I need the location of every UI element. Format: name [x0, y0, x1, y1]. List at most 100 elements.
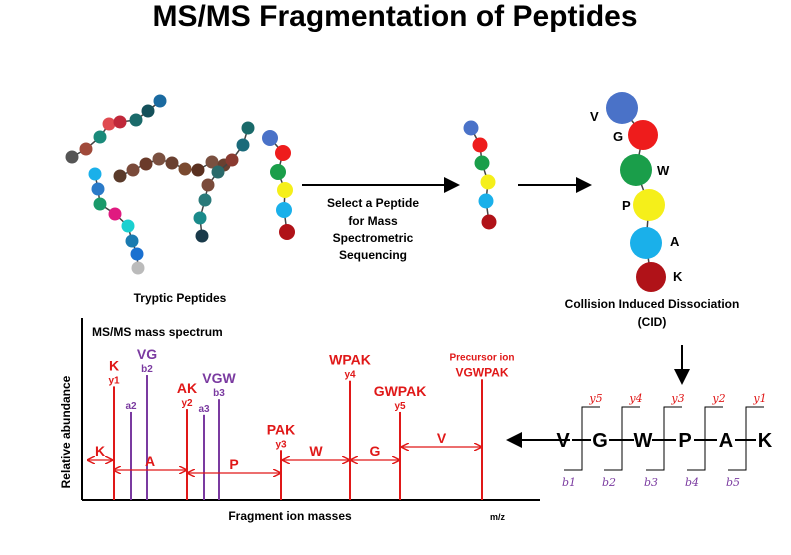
gap-label: K — [95, 443, 105, 459]
ladder-residue: A — [719, 430, 733, 452]
mass-gap-arrows: K A P W G V — [88, 430, 481, 473]
cid-residue-label: P — [622, 198, 631, 213]
cid-residue-label: K — [673, 269, 683, 284]
selected-peptide — [463, 120, 497, 230]
chain-bead — [198, 193, 212, 207]
tryptic-bead-P — [277, 182, 293, 198]
ladder-residue: G — [592, 430, 608, 452]
cid-label-2: (CID) — [638, 315, 667, 329]
ladder-y-ion: y2 — [711, 392, 725, 405]
ladder-b-ion: b4 — [685, 476, 699, 489]
cid-residue-label: V — [590, 109, 599, 124]
chain-bead — [193, 211, 207, 225]
chain-bead — [130, 247, 144, 261]
cid-bead-P — [633, 189, 665, 221]
peak-sequence-label: GWPAK — [374, 383, 427, 399]
cleavage-bracket — [564, 406, 600, 471]
cleavage-bracket — [687, 406, 723, 471]
cid-bead-G — [628, 120, 658, 150]
ladder-y-ion: y3 — [670, 392, 684, 405]
selected-bead-W — [474, 155, 490, 171]
chain-bead — [225, 153, 239, 167]
cid-label-1: Collision Induced Dissociation — [565, 297, 740, 311]
page-title: MS/MS Fragmentation of Peptides — [152, 0, 637, 33]
chain-bead — [108, 207, 122, 221]
ladder-residue: P — [678, 430, 691, 452]
cid-residue-label: A — [670, 234, 680, 249]
precursor-label: Precursor ion — [449, 352, 514, 363]
chain-bead — [191, 163, 205, 177]
gap-label: P — [229, 456, 238, 472]
peak-ion-label: a3 — [198, 404, 210, 415]
spectrum-title: MS/MS mass spectrum — [92, 325, 223, 339]
tryptic-bead-W — [270, 164, 286, 180]
select-label-1: Select a Peptide — [327, 196, 419, 210]
peak-ion-label: y3 — [275, 439, 287, 450]
chain-bead — [201, 178, 215, 192]
cid-bead-V — [606, 92, 638, 124]
cleavage-bracket — [646, 406, 682, 471]
chain-bead — [88, 167, 102, 181]
selected-bead-K — [481, 214, 497, 230]
chain-bead — [139, 157, 153, 171]
selected-bead-P — [480, 174, 496, 190]
peak-sequence-label: VGWPAK — [455, 365, 508, 379]
peak-sequence-label: VG — [137, 346, 157, 362]
chain-bead — [152, 152, 166, 166]
cid-bead-W — [620, 154, 652, 186]
chain-bead — [113, 115, 127, 129]
chain-bead — [93, 130, 107, 144]
gap-label: A — [145, 453, 155, 469]
gap-label: V — [437, 430, 447, 446]
tryptic-bead-K — [279, 224, 295, 240]
cid-peptide: VG W P A K — [590, 92, 683, 292]
ladder-y-ion: y1 — [752, 392, 766, 405]
ladder-b-ion: b5 — [726, 476, 740, 489]
chain-bead — [126, 163, 140, 177]
chain-bead — [236, 138, 250, 152]
chain-bead — [178, 162, 192, 176]
y-axis-label: Relative abundance — [59, 375, 73, 488]
cid-bead-A — [630, 227, 662, 259]
ladder-y-ion: y5 — [588, 392, 602, 405]
chain-bead — [91, 182, 105, 196]
ladder-b-ion: b2 — [602, 476, 616, 489]
cleavage-bracket — [728, 406, 764, 471]
chain-bead — [93, 197, 107, 211]
x-axis-unit: m/z — [490, 512, 506, 522]
chain-bead — [141, 104, 155, 118]
peak-sequence-label: AK — [177, 380, 197, 396]
chain-bead — [121, 219, 135, 233]
cleavage-bracket — [604, 406, 640, 471]
cid-bead-K — [636, 262, 666, 292]
chain-bead — [102, 117, 116, 131]
chain-bead — [129, 113, 143, 127]
spectrum-peaks: y1Ka2b2VGy2AKa3b3VGWy3PAKy4WPAKy5GWPAKVG… — [108, 346, 515, 500]
gap-label: G — [370, 443, 381, 459]
ladder-residue: W — [634, 430, 653, 452]
ladder-residue: V — [556, 430, 570, 452]
peak-sequence-label: K — [109, 357, 119, 373]
chain-bead — [153, 94, 167, 108]
ladder-b-ion: b3 — [644, 476, 658, 489]
gap-label: W — [309, 443, 323, 459]
tryptic-peptide-chains — [65, 94, 295, 275]
chain-bead — [125, 234, 139, 248]
tryptic-bead-A — [276, 202, 292, 218]
chain-bead — [65, 150, 79, 164]
select-label-2: for Mass — [348, 214, 398, 228]
selected-bead-A — [478, 193, 494, 209]
chain-bead — [241, 121, 255, 135]
peak-ion-label: y4 — [344, 370, 356, 381]
ms-ms-spectrum: MS/MS mass spectrum Relative abundance F… — [59, 318, 540, 523]
selected-bead-V — [463, 120, 479, 136]
chain-bead — [113, 169, 127, 183]
peak-ion-label: y1 — [108, 375, 120, 386]
fragmentation-ladder: V G W P A Ky5 b1 y4 b2 y3 b3 y2 b4 y1 b5 — [556, 392, 772, 489]
chain-bead — [165, 156, 179, 170]
peak-sequence-label: WPAK — [329, 352, 371, 368]
ladder-y-ion: y4 — [628, 392, 642, 405]
ladder-b-ion: b1 — [562, 476, 576, 489]
chain-bead — [211, 165, 225, 179]
